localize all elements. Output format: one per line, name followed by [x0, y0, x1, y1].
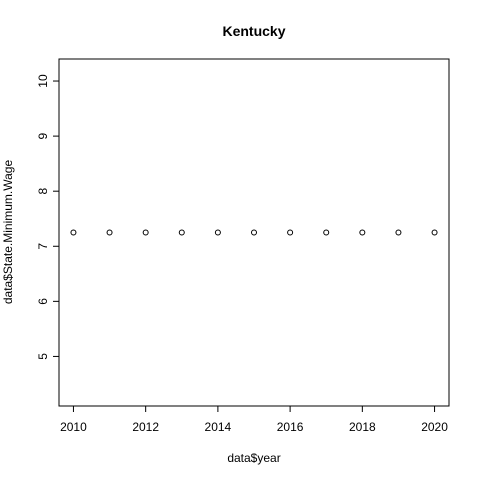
data-point — [70, 229, 77, 236]
x-axis-label: data$year — [227, 451, 280, 465]
y-tick-label: 9 — [36, 132, 50, 139]
y-tick-label: 10 — [36, 74, 50, 88]
x-tick-label: 2020 — [421, 420, 448, 434]
x-tick-label: 2010 — [60, 420, 87, 434]
plot-frame — [58, 58, 450, 407]
data-point — [214, 229, 221, 236]
y-tick-label: 8 — [36, 188, 50, 195]
data-point — [287, 229, 294, 236]
y-axis-label: data$State.Minimum.Wage — [1, 160, 15, 305]
data-point — [431, 229, 438, 236]
data-point — [359, 229, 366, 236]
data-point — [395, 229, 402, 236]
data-point — [251, 229, 257, 236]
data-point — [178, 229, 185, 236]
data-point — [142, 229, 149, 236]
x-tick-label: 2014 — [205, 420, 232, 434]
x-tick-label: 2012 — [132, 420, 159, 434]
y-tick-label: 7 — [36, 243, 50, 250]
y-tick-label: 5 — [36, 353, 50, 360]
x-tick-label: 2016 — [277, 420, 304, 434]
y-axis: 5 6 7 8 9 10 — [36, 74, 59, 360]
data-points — [70, 229, 438, 236]
x-axis: 2010 2012 2014 2016 2018 2020 — [60, 406, 448, 434]
data-point — [323, 229, 330, 236]
chart-title: Kentucky — [222, 23, 285, 39]
data-point — [106, 229, 113, 236]
x-tick-label: 2018 — [349, 420, 376, 434]
y-tick-label: 6 — [36, 298, 50, 305]
